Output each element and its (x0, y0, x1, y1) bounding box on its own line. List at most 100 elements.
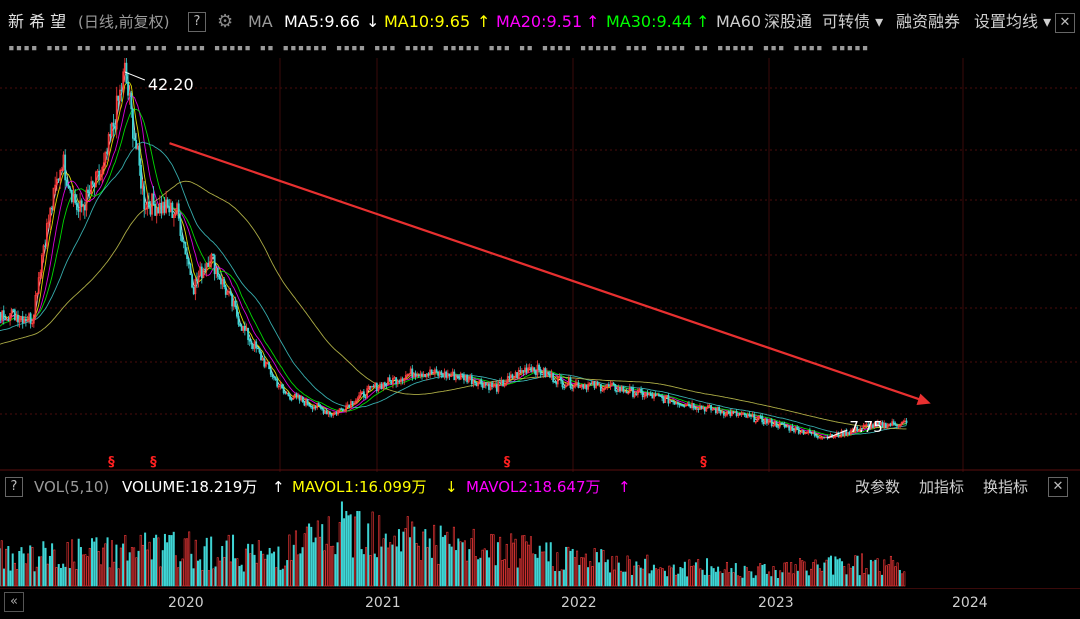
candle-body (309, 404, 310, 405)
candle-body (70, 188, 71, 190)
volume-bar (724, 570, 725, 586)
volume-bar (651, 571, 652, 586)
volume-bar (293, 545, 294, 586)
volume-bar (753, 578, 754, 586)
volume-bar (308, 524, 309, 586)
volume-bar (486, 551, 487, 586)
volume-bar (319, 537, 320, 586)
candle-body (571, 388, 572, 389)
volume-bar (614, 570, 615, 586)
candle-body (289, 396, 290, 399)
volume-bar (82, 555, 83, 586)
candle-body (259, 349, 260, 353)
add-indicator-button[interactable]: 加指标 (919, 474, 964, 500)
candle-body (548, 372, 549, 374)
volume-bar (122, 544, 123, 586)
volume-bar (616, 556, 617, 586)
help-button[interactable]: ? (188, 12, 206, 32)
volume-bar (631, 575, 632, 586)
candle-body (68, 185, 69, 187)
volume-bar (554, 571, 555, 586)
candle-body (370, 386, 371, 387)
candle-body (94, 184, 95, 186)
volume-bar (199, 560, 200, 586)
volume-bar (107, 538, 108, 586)
candle-body (549, 374, 550, 377)
switch-indicator-button[interactable]: 换指标 (983, 474, 1028, 500)
volume-bar (711, 567, 712, 586)
volume-chart (0, 500, 1080, 588)
volume-bar (16, 569, 17, 586)
volume-bar (175, 556, 176, 586)
candle-body (809, 430, 810, 433)
candle-body (65, 155, 66, 180)
ma60-line (0, 142, 907, 434)
volume-close-icon[interactable]: ✕ (1048, 477, 1068, 497)
candle-body (365, 397, 366, 398)
scroll-left-button[interactable]: « (4, 592, 24, 612)
close-icon[interactable]: ✕ (1055, 13, 1075, 33)
volume-bar (120, 548, 121, 586)
volume-bar (702, 570, 703, 586)
volume-bar (482, 550, 483, 586)
volume-bar (269, 548, 270, 586)
candle-body (467, 375, 468, 382)
candle-body (58, 179, 59, 180)
tab-margin-trading[interactable]: 融资融券 (896, 9, 960, 35)
volume-bar (284, 566, 285, 586)
candle-body (169, 207, 170, 212)
volume-bar (815, 560, 816, 586)
volume-bar (493, 535, 494, 586)
candle-body (76, 203, 77, 210)
gear-icon[interactable]: ⚙ (217, 9, 233, 35)
candle-body (8, 320, 9, 321)
volume-bar (131, 547, 132, 586)
candle-body (331, 414, 332, 415)
volume-bar (848, 564, 849, 586)
candle-body (219, 276, 220, 278)
ticker-strip: ▪▪▪▪ ▪▪▪ ▪▪ ▪▪▪▪▪ ▪▪▪ ▪▪▪▪ ▪▪▪▪▪ ▪▪ ▪▪▪▪… (8, 41, 1068, 54)
dividend-marker-3: § (150, 455, 157, 470)
volume-bar (328, 517, 329, 586)
candle-body (273, 377, 274, 378)
mavol1-arrow: ↓ (445, 474, 458, 500)
volume-bar (451, 547, 452, 586)
volume-bar (280, 570, 281, 586)
volume-bar (184, 539, 185, 586)
volume-bar (700, 569, 701, 586)
candle-body (270, 369, 271, 374)
volume-bar (387, 548, 388, 586)
edit-params-button[interactable]: 改参数 (855, 474, 900, 500)
volume-bar (76, 569, 77, 586)
volume-bar (96, 538, 97, 586)
candle-body (658, 395, 659, 396)
volume-bar (808, 576, 809, 586)
volume-bar (339, 522, 340, 586)
candle-body (798, 429, 799, 434)
volume-bar (793, 574, 794, 586)
tab-set-ma[interactable]: 设置均线 ▾ (974, 9, 1051, 35)
volume-bar (720, 572, 721, 586)
volume-bar (806, 571, 807, 586)
volume-bar (354, 517, 355, 586)
volume-bar (414, 527, 415, 586)
volume-bar (790, 562, 791, 586)
volume-bar (136, 558, 137, 586)
volume-bar (10, 571, 11, 586)
volume-bar (788, 573, 789, 586)
candle-body (323, 409, 324, 413)
candle-body (285, 393, 286, 394)
volume-bar (332, 546, 333, 586)
tab-convertible-bond[interactable]: 可转债 ▾ (822, 9, 883, 35)
tab-sz-connect[interactable]: 深股通 (762, 9, 812, 35)
volume-bar (642, 569, 643, 586)
volume-bar (844, 566, 845, 586)
candle-body (781, 423, 782, 424)
volume-help-button[interactable]: ? (5, 477, 23, 497)
candle-body (816, 435, 817, 436)
volume-bar (102, 548, 103, 586)
candle-body (183, 241, 184, 242)
volume-bar (127, 561, 128, 586)
volume-bar (897, 563, 898, 586)
candle-body (196, 279, 197, 281)
